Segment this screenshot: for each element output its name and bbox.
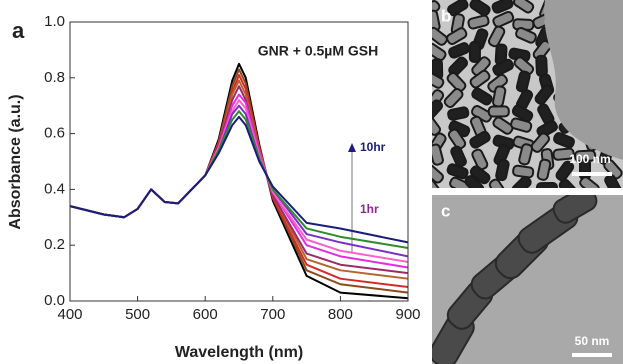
spectrum-line bbox=[69, 110, 409, 249]
nanorod bbox=[446, 72, 467, 93]
nanorod bbox=[471, 56, 491, 77]
arrow-head bbox=[348, 143, 356, 152]
nanorod bbox=[447, 106, 470, 121]
arrow-label-top: 10hr bbox=[360, 140, 386, 154]
nanorod bbox=[510, 117, 533, 133]
y-tick-label: 0.0 bbox=[44, 292, 65, 309]
nanorod bbox=[488, 178, 508, 188]
nanorod bbox=[511, 104, 534, 123]
nanorod bbox=[446, 27, 468, 46]
scale-bar-label: 100 nm bbox=[569, 152, 610, 166]
spectrum-line bbox=[69, 99, 409, 263]
nanorod bbox=[579, 176, 600, 188]
nanorod bbox=[558, 178, 579, 188]
nanorod bbox=[604, 174, 622, 188]
nanorod bbox=[515, 70, 531, 93]
nanorod bbox=[530, 132, 551, 153]
nanorod bbox=[432, 42, 447, 62]
y-tick-label: 1.0 bbox=[44, 13, 65, 30]
nanorod bbox=[512, 164, 535, 179]
nanorod bbox=[491, 0, 514, 14]
panel-label: c bbox=[441, 201, 450, 220]
panel-label: a bbox=[12, 18, 25, 43]
nanorod bbox=[513, 56, 535, 76]
nanorod bbox=[534, 84, 554, 106]
y-tick-label: 0.4 bbox=[44, 180, 65, 197]
nanorod bbox=[535, 54, 548, 77]
tem-image-c bbox=[432, 195, 623, 364]
nanorod bbox=[449, 176, 471, 188]
y-axis-title: Absorbance (a.u.) bbox=[7, 94, 24, 229]
x-tick-label: 700 bbox=[260, 306, 285, 323]
plot-area: 0.0 0.2 0.4 0.6 0.8 1.0 400 500 600 700 800 900 bbox=[44, 13, 420, 323]
scale-bar-label: 50 nm bbox=[575, 334, 610, 348]
nanorod bbox=[448, 42, 470, 59]
panel-label: b bbox=[441, 6, 451, 25]
nanorod bbox=[553, 132, 575, 149]
nanorod bbox=[487, 25, 506, 48]
nanorod bbox=[432, 71, 445, 89]
spectrum-line bbox=[69, 115, 409, 244]
nanorod bbox=[536, 158, 552, 181]
nanorod bbox=[487, 105, 510, 118]
x-tick-label: 900 bbox=[395, 306, 420, 323]
x-tick-label: 600 bbox=[193, 306, 218, 323]
nanorod bbox=[495, 158, 510, 182]
nanorod bbox=[515, 26, 537, 44]
scale-bar bbox=[572, 172, 612, 176]
spectrum-line bbox=[69, 62, 409, 300]
y-tick-label: 0.8 bbox=[44, 69, 65, 86]
x-tick-label: 500 bbox=[125, 306, 150, 323]
spectrum-line bbox=[69, 93, 409, 269]
nanorod bbox=[464, 175, 485, 188]
y-tick-label: 0.2 bbox=[44, 236, 65, 253]
y-tick-label: 0.6 bbox=[44, 125, 65, 142]
nanorod bbox=[469, 0, 491, 17]
nanorod bbox=[447, 0, 469, 17]
nanorod bbox=[446, 163, 469, 180]
x-axis-title: Wavelength (nm) bbox=[175, 344, 303, 361]
nanorod bbox=[471, 148, 489, 171]
nanorod bbox=[432, 99, 444, 120]
nanorod bbox=[469, 130, 491, 149]
nanorod bbox=[513, 0, 535, 14]
nanorod bbox=[432, 26, 448, 46]
nanorod bbox=[535, 182, 558, 188]
nanorod bbox=[447, 128, 467, 150]
nanorod bbox=[492, 58, 514, 76]
nanorod bbox=[469, 165, 491, 185]
nanorod bbox=[492, 116, 514, 135]
nanorod bbox=[468, 40, 482, 63]
nanorod bbox=[552, 147, 575, 161]
nanorod bbox=[443, 88, 464, 109]
scale-bar bbox=[572, 353, 612, 357]
nanorod bbox=[555, 160, 575, 182]
nanorod bbox=[467, 14, 490, 30]
plot-frame bbox=[69, 21, 409, 302]
nanorod bbox=[432, 143, 444, 166]
nanorod bbox=[432, 164, 444, 184]
nanorod bbox=[469, 69, 491, 89]
nanorod bbox=[432, 179, 443, 188]
annotation: GNR + 0.5µM GSH bbox=[258, 43, 378, 59]
x-tick-label: 400 bbox=[57, 306, 82, 323]
nanorod bbox=[450, 145, 467, 168]
nanorod bbox=[518, 143, 534, 166]
spectrum-line bbox=[69, 104, 409, 258]
nanorod bbox=[511, 175, 532, 188]
nanorod bbox=[471, 87, 493, 106]
arrow-label-bottom: 1hr bbox=[360, 202, 379, 216]
nanorod bbox=[492, 10, 515, 28]
tem-image-b bbox=[432, 0, 623, 188]
x-tick-label: 800 bbox=[328, 306, 353, 323]
